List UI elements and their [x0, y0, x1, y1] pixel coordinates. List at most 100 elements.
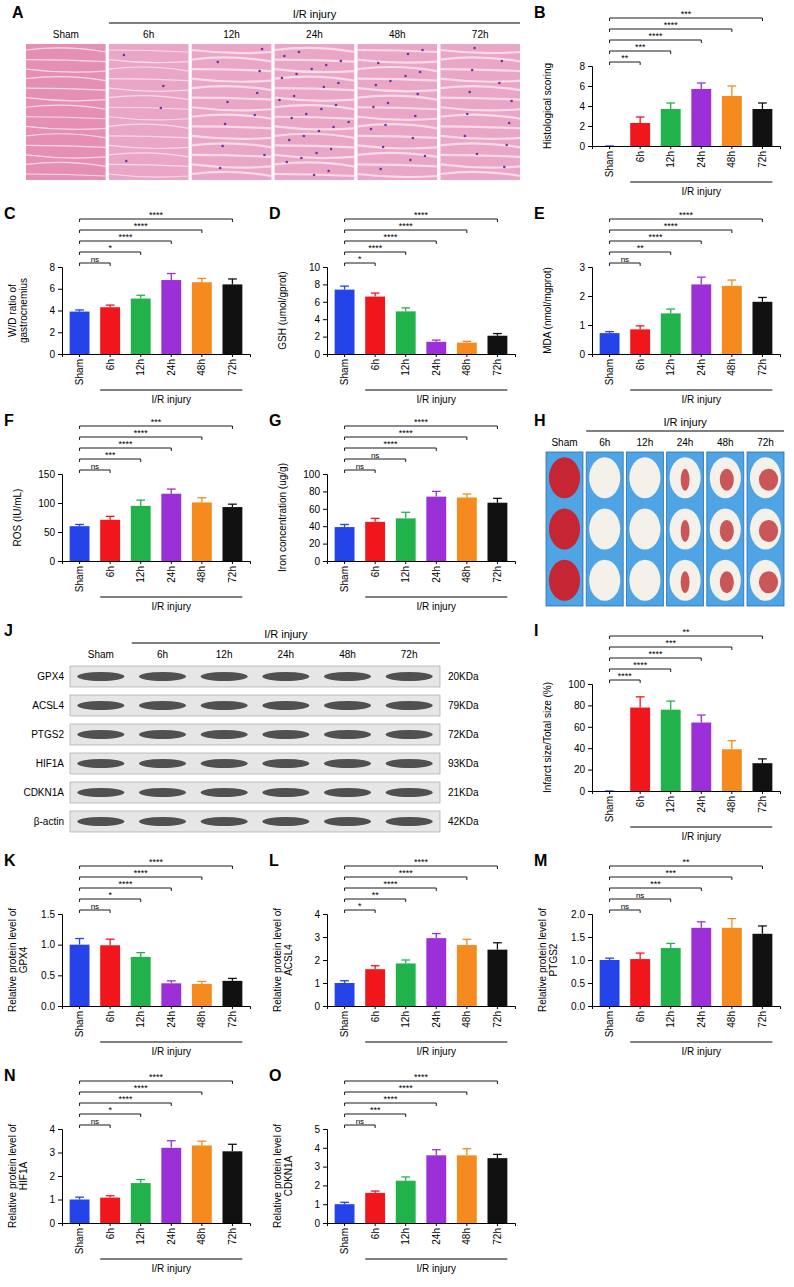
x-tick: 72h [492, 354, 503, 376]
x-tick: 12h [135, 1006, 146, 1028]
x-tick-mark [466, 1223, 467, 1226]
blot-band [262, 788, 309, 797]
group-label: I/R injury [682, 831, 721, 842]
nucleus [375, 84, 378, 87]
significance-label: **** [399, 1083, 414, 1093]
blot-band [324, 817, 371, 826]
nucleus [503, 166, 506, 169]
y-tick: 6 [314, 297, 327, 308]
x-tick-mark [405, 1006, 406, 1009]
y-tick: 2 [314, 1180, 327, 1191]
x-axis: Sham6h12h24h48h72h [328, 1223, 516, 1254]
y-axis-line [588, 685, 593, 792]
y-tick-mark [58, 332, 62, 333]
x-tick: 48h [726, 354, 737, 376]
x-tick: 24h [696, 354, 707, 376]
nucleus [298, 51, 301, 54]
y-axis: 0.00.51.01.5 [41, 909, 62, 1012]
error-bar [228, 978, 237, 980]
viable-tissue [681, 571, 690, 593]
x-tick: 48h [196, 1223, 207, 1245]
x-tick: 24h [166, 561, 177, 583]
group-line [365, 1042, 507, 1043]
group-label: I/R injury [417, 394, 456, 405]
blot-band [77, 759, 124, 768]
x-tick-mark [640, 791, 641, 794]
y-axis-title: Infarct size/Total size (%) [542, 682, 553, 793]
significance-label: **** [149, 1072, 164, 1082]
significance-label: **** [118, 879, 133, 889]
x-tick: 72h [227, 354, 238, 376]
x-tick-mark [609, 354, 610, 357]
x-tick-label: Sham [604, 359, 615, 385]
y-tick-mark [588, 914, 592, 915]
x-tick-label: 48h [461, 1011, 472, 1028]
y-axis-title: Relative protein level ofCDKN1A [272, 1124, 294, 1228]
x-tick-mark [701, 146, 702, 149]
x-tick-mark [436, 354, 437, 357]
x-tick-mark [670, 1006, 671, 1009]
x-tick-label: 6h [105, 1228, 116, 1239]
y-tick: 40 [574, 743, 592, 754]
x-tick-label: 48h [726, 359, 737, 376]
significance-label: **** [134, 868, 149, 878]
significance-label: **** [149, 857, 164, 867]
error-cap [462, 341, 471, 342]
bar [396, 311, 416, 354]
group-line [109, 23, 520, 24]
y-axis-line [588, 67, 593, 147]
y-axis-line [58, 915, 63, 1007]
y-axis: 02468 [579, 61, 592, 152]
y-tick-mark [323, 284, 327, 285]
error-bar [340, 286, 349, 289]
panel-letter: F [4, 412, 14, 429]
significance-label: **** [383, 439, 398, 449]
y-tick-mark [58, 532, 62, 533]
y-tick: 4 [314, 314, 327, 325]
error-cap [727, 279, 736, 280]
bar [335, 983, 355, 1006]
significance-label: ns [356, 462, 364, 471]
column-label: 48h [339, 649, 356, 660]
y-tick-label: 6 [49, 283, 55, 294]
x-tick: 72h [227, 1006, 238, 1028]
bar [752, 302, 772, 354]
nucleus [332, 126, 335, 129]
fibre-boundary [440, 164, 520, 167]
column-label: 6h [143, 29, 154, 40]
y-tick-label: 10 [309, 262, 321, 273]
nucleus [160, 107, 163, 110]
error-cap [167, 488, 176, 489]
x-tick-label: 6h [105, 566, 116, 577]
error-bar [75, 1197, 84, 1199]
error-stem [109, 939, 110, 945]
fibre-boundary [192, 155, 272, 157]
group-label: I/R injury [417, 1263, 456, 1274]
plot-area [335, 934, 508, 1006]
y-tick: 1.5 [571, 932, 592, 943]
fibre-boundary [26, 48, 106, 52]
x-tick: 24h [696, 791, 707, 813]
x-tick-label: 6h [635, 151, 646, 162]
x-tick-mark [731, 791, 732, 794]
x-tick-mark [344, 354, 345, 357]
error-stem [497, 943, 498, 950]
bar [100, 307, 120, 354]
fibre-boundary [109, 88, 189, 91]
x-tick-label: Sham [74, 359, 85, 385]
error-cap [697, 82, 706, 83]
bar [661, 948, 681, 1006]
y-tick-mark [323, 1129, 327, 1130]
fibre-boundary [109, 79, 189, 81]
bar [752, 763, 772, 791]
y-axis-line [58, 268, 63, 355]
y-tick-mark [58, 1200, 62, 1201]
y-tick-mark [323, 302, 327, 303]
y-tick: 1 [579, 320, 592, 331]
bar [335, 527, 355, 561]
y-tick-mark [588, 267, 592, 268]
fibre-boundary [26, 60, 106, 62]
panel-letter: E [534, 205, 545, 222]
blot-band [139, 672, 186, 681]
fibre-boundary [275, 134, 355, 138]
